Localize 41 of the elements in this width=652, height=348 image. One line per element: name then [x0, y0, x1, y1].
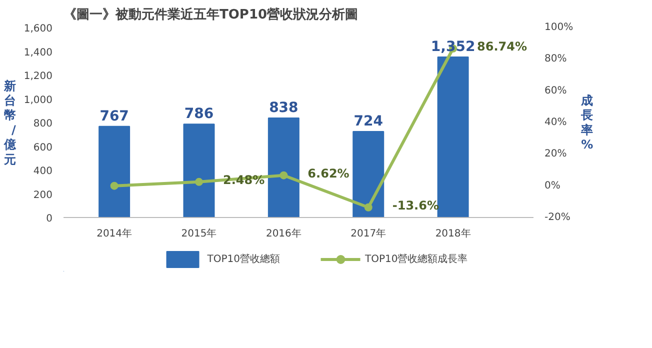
- y-tick-label: 600: [33, 142, 53, 154]
- bar: [183, 124, 215, 218]
- x-tick-label: 2016年: [266, 228, 302, 240]
- x-tick-label: 2018年: [435, 228, 471, 240]
- legend-label: TOP10營收總額: [207, 252, 280, 266]
- y-tick-label: 0: [46, 214, 53, 224]
- bar: [352, 131, 384, 218]
- y2-tick-label: -20%: [544, 212, 570, 223]
- bar: [98, 126, 130, 218]
- y-tick-label: 1,200: [24, 71, 53, 82]
- data-label: 724: [354, 114, 384, 130]
- y-tick-label: 1,400: [24, 47, 53, 58]
- x-tick-label: 2014年: [96, 228, 132, 240]
- y2-tick-label: 60%: [544, 85, 567, 96]
- y-tick-label: 800: [33, 118, 53, 130]
- y2-tick-label: 80%: [544, 54, 567, 65]
- y-tick-label: 400: [33, 166, 53, 177]
- y2-axis-title: 成長率%: [580, 93, 594, 152]
- data-label: 838: [269, 100, 298, 116]
- x-tick-label: 2015年: [181, 228, 217, 240]
- data-label: 786: [184, 106, 214, 122]
- y2-tick-label: 100%: [544, 22, 574, 33]
- data-label: 767: [100, 108, 129, 124]
- point: [194, 178, 203, 186]
- chart-title: 《圖一》被動元件業近五年TOP10營收狀況分析圖: [64, 6, 358, 22]
- y-axis-title: 新台幣/億元: [2, 78, 17, 166]
- legend-label: TOP10營收總額成長率: [365, 252, 468, 266]
- point: [110, 182, 118, 190]
- y-tick-label: 200: [33, 190, 53, 201]
- bar: [268, 117, 300, 218]
- y2-tick-label: 40%: [544, 117, 567, 128]
- x-tick-label: 2017年: [350, 228, 386, 240]
- point: [364, 203, 372, 212]
- data-label: 6.62%: [308, 166, 350, 180]
- y-tick-label: 1,600: [24, 24, 53, 34]
- y-tick-label: 1,000: [24, 94, 53, 106]
- y2-tick-label: 20%: [544, 148, 567, 160]
- y2-tick-label: 0%: [544, 180, 560, 192]
- data-label: 86.74%: [477, 39, 528, 54]
- point: [280, 171, 288, 180]
- bar: [437, 56, 469, 218]
